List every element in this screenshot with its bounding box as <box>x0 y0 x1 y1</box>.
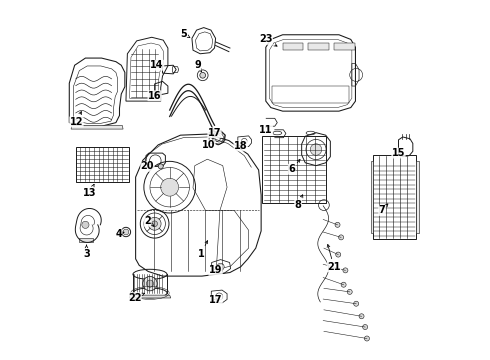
Circle shape <box>147 164 152 169</box>
Bar <box>309 43 329 50</box>
Text: 3: 3 <box>83 245 90 258</box>
Polygon shape <box>370 161 373 233</box>
Circle shape <box>335 222 340 227</box>
Text: 12: 12 <box>70 112 83 127</box>
Text: 6: 6 <box>288 159 300 174</box>
Text: 16: 16 <box>148 91 161 101</box>
Text: 19: 19 <box>209 265 222 275</box>
Bar <box>272 86 349 103</box>
Text: 7: 7 <box>379 204 388 216</box>
Circle shape <box>217 263 224 270</box>
Text: 4: 4 <box>115 229 124 239</box>
Circle shape <box>365 336 369 341</box>
Polygon shape <box>71 126 123 129</box>
Text: 2: 2 <box>144 216 154 226</box>
Text: 13: 13 <box>83 184 97 198</box>
Polygon shape <box>79 238 93 242</box>
Text: 17: 17 <box>209 295 222 305</box>
Circle shape <box>143 276 157 291</box>
Polygon shape <box>129 295 171 298</box>
Circle shape <box>152 221 157 226</box>
Bar <box>334 43 355 50</box>
Circle shape <box>200 72 205 78</box>
Polygon shape <box>416 161 418 233</box>
Text: 23: 23 <box>259 35 277 46</box>
Text: 22: 22 <box>128 293 145 303</box>
Circle shape <box>161 178 179 196</box>
Bar <box>76 147 129 182</box>
Circle shape <box>158 164 163 169</box>
Circle shape <box>147 280 153 287</box>
Text: 5: 5 <box>180 29 190 39</box>
Text: 17: 17 <box>208 128 221 138</box>
Text: 8: 8 <box>294 195 303 210</box>
Circle shape <box>339 235 343 240</box>
Text: 9: 9 <box>195 60 201 72</box>
Circle shape <box>359 314 364 319</box>
Text: 14: 14 <box>150 60 164 70</box>
Circle shape <box>341 282 346 287</box>
Circle shape <box>363 324 368 329</box>
Bar <box>283 43 303 50</box>
Circle shape <box>82 221 89 228</box>
Text: 10: 10 <box>202 140 216 150</box>
Circle shape <box>347 289 352 294</box>
Text: 21: 21 <box>327 244 341 272</box>
Circle shape <box>310 144 322 155</box>
Text: 11: 11 <box>259 125 272 135</box>
Circle shape <box>343 268 348 273</box>
Text: 18: 18 <box>234 141 247 151</box>
Text: 15: 15 <box>392 148 405 158</box>
Circle shape <box>148 217 161 230</box>
Circle shape <box>123 229 129 235</box>
Text: 1: 1 <box>198 240 208 258</box>
Circle shape <box>336 252 341 257</box>
Circle shape <box>354 301 359 306</box>
Text: 20: 20 <box>141 161 154 171</box>
